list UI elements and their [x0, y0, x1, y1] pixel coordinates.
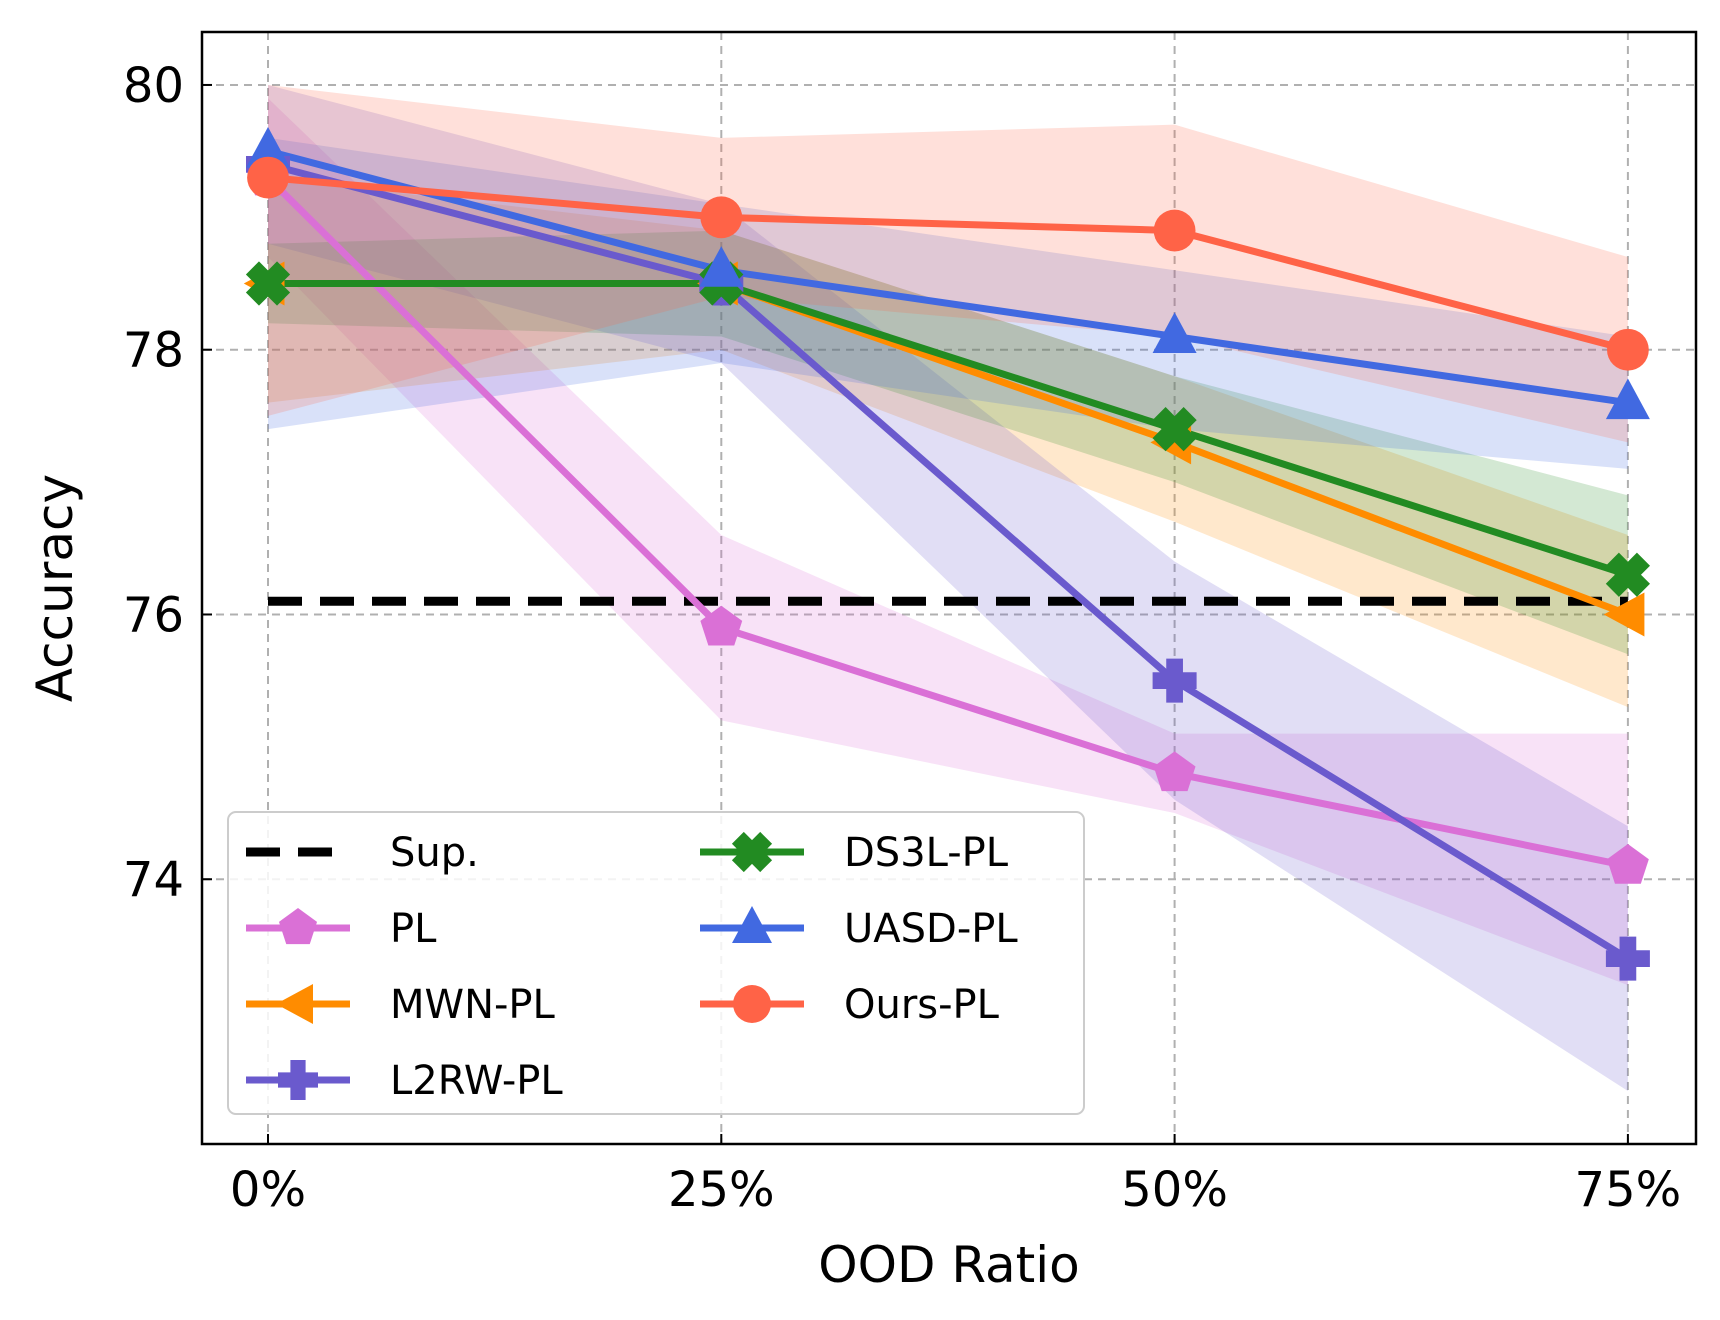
point-ours-pl-25: [700, 196, 743, 239]
axis-ticks: [202, 83, 1629, 1144]
y-tick-label-74: 74: [123, 852, 184, 908]
axis-tick-labels: 0% 25% 50% 75% 74 76 78 80: [123, 58, 1681, 1218]
point-l2rw-pl-50: [1152, 658, 1197, 703]
band-l2rw-pl: [268, 84, 1628, 1092]
legend-marker-ds3l-pl: [731, 831, 773, 873]
point-uasd-pl-0: [246, 126, 290, 168]
legend-label-uasd-pl: UASD-PL: [844, 906, 1018, 952]
point-ds3l-pl-50: [1152, 407, 1197, 452]
legend-label-ours-pl: Ours-PL: [844, 982, 1000, 1028]
band-pl: [268, 98, 1628, 986]
point-ours-pl-75: [1607, 328, 1649, 371]
legend-label-l2rw-pl: L2RW-PL: [390, 1058, 563, 1104]
y-tick-label-80: 80: [123, 58, 184, 114]
legend-marker-mwn-pl: [276, 984, 313, 1024]
legend: Sup. PL MWN-PL L2RW-PL DS3L-PL UASD-PL Ours-PL: [227, 811, 1085, 1115]
legend-box: [227, 811, 1085, 1115]
plot-frame: [200, 30, 1698, 1146]
series-lines: [265, 147, 1630, 962]
x-tick-label-50: 50%: [1121, 1162, 1228, 1218]
line-uasd-pl: [267, 147, 1629, 407]
point-pl-50: [1153, 751, 1196, 792]
band-mwn-pl: [268, 177, 1628, 708]
legend-label-sup: Sup.: [390, 830, 479, 876]
point-ds3l-pl-75: [1605, 552, 1650, 597]
legend-label-mwn-pl: MWN-PL: [390, 982, 556, 1028]
band-ds3l-pl: [268, 230, 1628, 655]
point-mwn-pl-75: [1603, 592, 1645, 637]
line-l2rw-pl: [267, 160, 1630, 962]
x-axis-title: OOD Ratio: [818, 1236, 1079, 1294]
x-tick-label-0: 0%: [230, 1162, 306, 1218]
legend-marker-pl: [278, 908, 318, 945]
point-ours-pl-50: [1153, 209, 1196, 252]
x-tick-label-25: 25%: [668, 1162, 775, 1218]
legend-label-pl: PL: [390, 906, 437, 952]
point-ours-pl-0: [247, 156, 289, 199]
point-l2rw-pl-75: [1605, 936, 1650, 981]
line-ds3l-pl: [268, 280, 1629, 579]
y-axis-title: Accuracy: [26, 474, 84, 702]
series-markers: [243, 126, 1650, 981]
x-tick-label-75: 75%: [1575, 1162, 1682, 1218]
point-pl-75: [1606, 844, 1649, 884]
legend-marker-l2rw-pl: [278, 1060, 318, 1100]
point-uasd-pl-25: [699, 246, 744, 287]
y-tick-label-78: 78: [123, 323, 184, 379]
legend-marker-uasd-pl: [732, 906, 772, 943]
point-pl-25: [700, 605, 743, 646]
legend-marker-ours-pl: [733, 985, 771, 1023]
point-uasd-pl-50: [1152, 312, 1197, 353]
point-uasd-pl-75: [1605, 378, 1650, 420]
line-ours-pl: [267, 174, 1629, 354]
y-tick-label-76: 76: [123, 587, 184, 643]
point-ds3l-pl-0: [245, 261, 291, 306]
legend-label-ds3l-pl: DS3L-PL: [844, 830, 1009, 876]
